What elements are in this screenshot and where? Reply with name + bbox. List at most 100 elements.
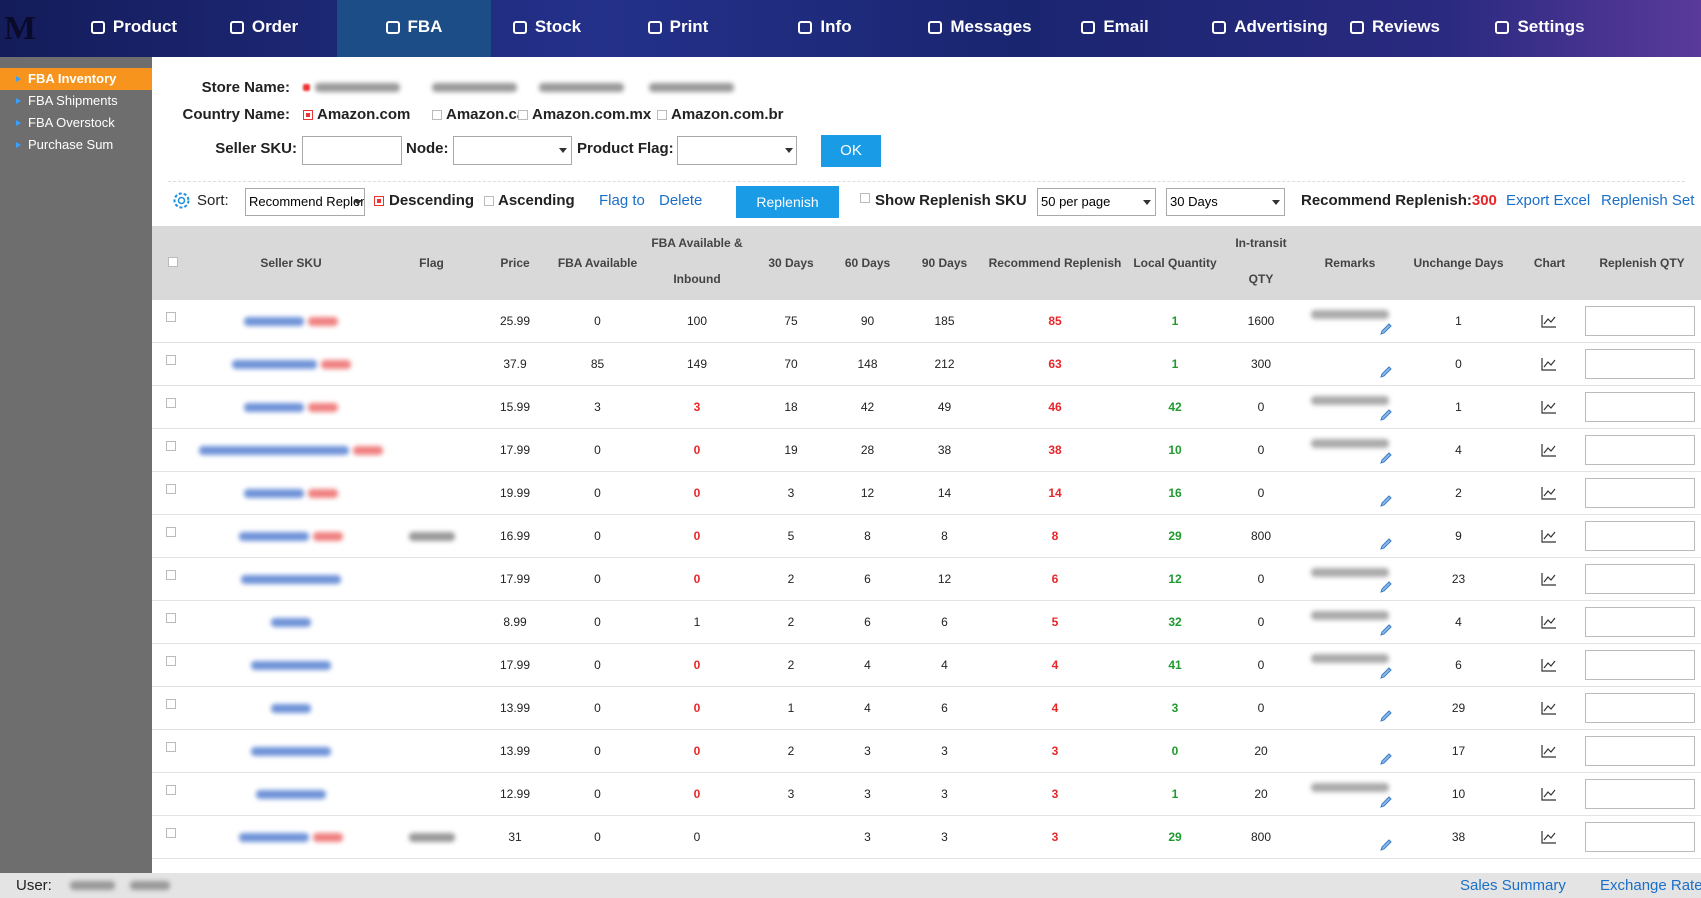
sku-blurred[interactable] [244, 489, 304, 499]
pencil[interactable] [1380, 581, 1392, 593]
chart-glyph[interactable] [1541, 443, 1557, 457]
pencil[interactable] [1380, 323, 1392, 335]
country-checkbox[interactable] [432, 110, 442, 120]
pencil[interactable] [1380, 753, 1392, 765]
replenish-qty-input[interactable] [1585, 521, 1695, 551]
row-checkbox[interactable] [166, 484, 176, 494]
chart-glyph[interactable] [1541, 830, 1557, 844]
nav-item[interactable]: Stock [492, 0, 602, 57]
nav-item[interactable]: Info [770, 0, 880, 57]
replenish-qty-input[interactable] [1585, 435, 1695, 465]
nav-item[interactable]: Reviews [1335, 0, 1455, 57]
pencil[interactable] [1380, 667, 1392, 679]
pencil[interactable] [1380, 495, 1392, 507]
row-checkbox[interactable] [166, 527, 176, 537]
chart-glyph[interactable] [1541, 400, 1557, 414]
delete[interactable]: Delete [659, 192, 703, 209]
sku-blurred[interactable] [251, 661, 331, 671]
replenish-button[interactable]: Replenish [736, 186, 839, 218]
pencil[interactable] [1380, 839, 1392, 851]
chart-glyph[interactable] [1541, 357, 1557, 371]
pencil[interactable] [1380, 796, 1392, 808]
row-checkbox[interactable] [166, 699, 176, 709]
row-checkbox[interactable] [166, 570, 176, 580]
row-checkbox[interactable] [166, 613, 176, 623]
export-excel[interactable]: Export Excel [1506, 192, 1591, 209]
pencil[interactable] [1380, 409, 1392, 421]
replenish-qty-input[interactable] [1585, 650, 1695, 680]
flag-select[interactable] [677, 136, 797, 165]
row-checkbox[interactable] [166, 398, 176, 408]
sku-blurred[interactable] [239, 833, 309, 843]
show-checkbox[interactable] [860, 193, 870, 203]
pencil[interactable] [1380, 538, 1392, 550]
ok-button[interactable]: OK [821, 135, 881, 167]
sku-blurred[interactable] [244, 317, 304, 327]
asc-checkbox[interactable] [484, 196, 494, 206]
sort-select[interactable]: Recommend Replenish [245, 188, 365, 216]
replenish-qty-input[interactable] [1585, 349, 1695, 379]
replenish-qty-input[interactable] [1585, 564, 1695, 594]
replenish-qty-input[interactable] [1585, 478, 1695, 508]
chart-glyph[interactable] [1541, 701, 1557, 715]
node-select[interactable] [453, 136, 572, 165]
sku-blurred[interactable] [231, 360, 317, 370]
chart-glyph[interactable] [1541, 486, 1557, 500]
replenish-qty-input[interactable] [1585, 693, 1695, 723]
sku-input[interactable] [302, 136, 402, 165]
replenish-set[interactable]: Replenish Set [1601, 192, 1695, 209]
sku-blurred[interactable] [239, 532, 309, 542]
row-checkbox[interactable] [166, 441, 176, 451]
sku-blurred[interactable] [244, 403, 304, 413]
per-page-select[interactable]: 50 per page [1037, 188, 1156, 216]
sku-blurred[interactable] [256, 790, 326, 800]
sku-blurred[interactable] [199, 446, 349, 456]
country-checkbox[interactable] [518, 110, 528, 120]
row-checkbox[interactable] [166, 312, 176, 322]
row-checkbox[interactable] [166, 742, 176, 752]
nav-item[interactable]: Settings [1470, 0, 1610, 57]
chart-glyph[interactable] [1541, 744, 1557, 758]
country-checkbox[interactable] [303, 110, 313, 120]
replenish-qty-input[interactable] [1585, 736, 1695, 766]
pencil[interactable] [1380, 452, 1392, 464]
sku-blurred[interactable] [241, 575, 341, 585]
chart-glyph[interactable] [1541, 314, 1557, 328]
replenish-qty-input[interactable] [1585, 392, 1695, 422]
nav-item[interactable]: Messages [910, 0, 1050, 57]
chart-glyph[interactable] [1541, 658, 1557, 672]
nav-item[interactable]: Advertising [1195, 0, 1345, 57]
chart-glyph[interactable] [1541, 615, 1557, 629]
nav-item[interactable]: Email [1060, 0, 1170, 57]
replenish-qty-input[interactable] [1585, 822, 1695, 852]
row-checkbox[interactable] [166, 785, 176, 795]
desc-checkbox[interactable] [374, 196, 384, 206]
nav-item[interactable]: FBA [337, 0, 491, 57]
row-checkbox[interactable] [166, 656, 176, 666]
sku-blurred[interactable] [271, 704, 311, 714]
pencil[interactable] [1380, 710, 1392, 722]
replenish-qty-input[interactable] [1585, 607, 1695, 637]
sidebar-item[interactable]: FBA Overstock [0, 112, 152, 134]
nav-item[interactable]: Order [218, 0, 310, 57]
days-select[interactable]: 30 Days [1166, 188, 1285, 216]
pencil[interactable] [1380, 624, 1392, 636]
replenish-qty-input[interactable] [1585, 306, 1695, 336]
replenish-qty-input[interactable] [1585, 779, 1695, 809]
chart-glyph[interactable] [1541, 529, 1557, 543]
country-checkbox[interactable] [657, 110, 667, 120]
select-all-checkbox[interactable] [168, 257, 178, 267]
pencil[interactable] [1380, 366, 1392, 378]
row-checkbox[interactable] [166, 828, 176, 838]
sidebar-item[interactable]: FBA Shipments [0, 90, 152, 112]
nav-item[interactable]: Product [78, 0, 190, 57]
sku-blurred[interactable] [251, 747, 331, 757]
chart-glyph[interactable] [1541, 787, 1557, 801]
sales-summary[interactable]: Sales Summary [1460, 877, 1566, 894]
sidebar-item[interactable]: FBA Inventory [0, 68, 152, 90]
flag-to[interactable]: Flag to [599, 192, 645, 209]
exchange-rate[interactable]: Exchange Rate [1600, 877, 1701, 894]
sidebar-item[interactable]: Purchase Sum [0, 134, 152, 156]
nav-item[interactable]: Print [628, 0, 728, 57]
sku-blurred[interactable] [271, 618, 311, 628]
